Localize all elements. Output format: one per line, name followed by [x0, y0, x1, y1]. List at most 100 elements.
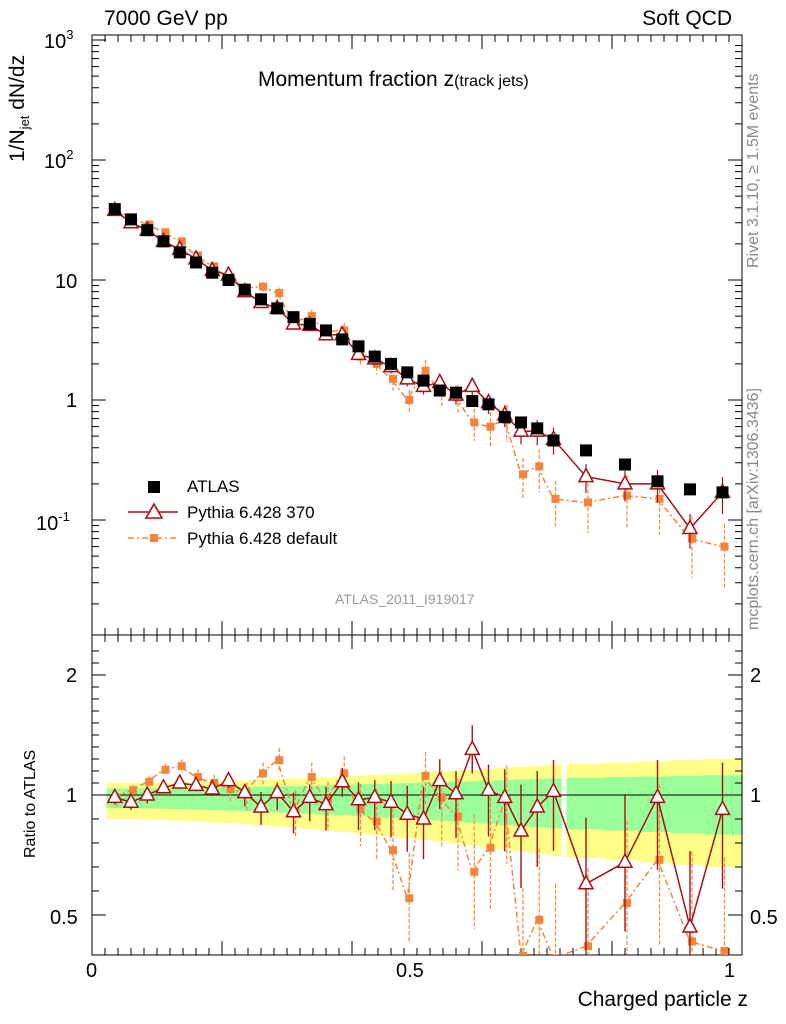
ratio-pythia-default-point	[275, 756, 284, 765]
ratio-pythia-default-point	[551, 954, 560, 955]
ratio-y-tick-label-2: 2	[66, 665, 77, 687]
ratio-band-inner	[464, 781, 481, 823]
ratio-pythia370-point	[268, 783, 286, 799]
atlas-data-point	[352, 340, 365, 353]
ratio-pythia370-point	[447, 784, 465, 800]
atlas-data-point	[401, 366, 414, 379]
ratio-pythia-default-point	[720, 947, 729, 955]
x-axis-title: Charged particle z	[577, 988, 748, 1011]
atlas-data-point	[255, 293, 267, 306]
pythia370-point	[350, 344, 367, 361]
atlas-data-point	[482, 398, 495, 411]
ratio-pythia-default-point	[307, 773, 316, 781]
pythia-default-point	[623, 491, 631, 500]
main-y-tick-label-1000: 103	[44, 27, 73, 53]
ratio-pythia370-point	[236, 783, 254, 799]
atlas-data-point	[385, 357, 397, 370]
legend-atlas-label: ATLAS	[187, 477, 240, 496]
ratio-pythia-default-point	[389, 846, 397, 855]
main-y-tick-label-1: 1	[66, 390, 77, 412]
atlas-data-point	[271, 302, 284, 315]
ratio-band-inner	[171, 787, 188, 810]
atlas-data-point	[368, 350, 381, 363]
ratio-pythia-default-point	[421, 771, 430, 780]
ratio-band-inner	[334, 784, 351, 816]
ratio-pythia-default-point	[210, 779, 219, 787]
ratio-pythia370-point	[649, 787, 666, 804]
legend-pythia-default-marker	[150, 534, 158, 542]
pythia-default-point	[389, 374, 397, 383]
pythia-default-point	[535, 462, 544, 471]
atlas-data-point	[684, 483, 696, 496]
atlas-data-point	[547, 434, 560, 447]
atlas-data-point	[531, 422, 544, 435]
ratio-y-tick-label-0.5: 0.5	[50, 907, 78, 929]
ratio-pythia370-point	[415, 809, 432, 825]
ratio-pythia370-point	[528, 797, 546, 813]
ratio-pythia-default-point	[655, 855, 664, 864]
ratio-band-inner	[220, 787, 237, 811]
pythia-default-point	[307, 312, 316, 321]
legend-pythia-default-label: Pythia 6.428 default	[187, 529, 338, 548]
ratio-pythia-default-point	[535, 915, 544, 924]
ratio-pythia370-point	[220, 771, 237, 787]
ratio-y-tick-label-1: 1	[66, 785, 77, 807]
pythia-default-point	[551, 494, 560, 503]
atlas-data-point	[320, 324, 332, 337]
ratio-pythia370-point	[496, 787, 514, 804]
ratio-pythia370-point	[463, 739, 481, 756]
legend-atlas-marker	[148, 481, 160, 493]
pythia-default-point	[720, 542, 729, 551]
ratio-pythia370-point	[106, 787, 124, 804]
atlas-data-point	[190, 256, 202, 269]
pythia370-line	[114, 209, 724, 530]
atlas-data-point	[515, 416, 527, 429]
ratio-pythia-default-point	[145, 777, 154, 786]
ratio-pythia370-point	[512, 821, 530, 837]
ratio-pythia370-point	[398, 804, 416, 820]
x-tick-label-0.5: 0.5	[396, 960, 424, 982]
ratio-pythia370-point	[350, 790, 367, 806]
ratio-pythia370-point	[317, 795, 335, 811]
ratio-pythia370-point	[301, 787, 319, 804]
ratio-pythia370-point	[187, 775, 205, 792]
ratio-pythia370-point	[431, 771, 449, 787]
ratio-pythia370-point	[480, 780, 497, 796]
ratio-pythia-default-point	[454, 812, 462, 821]
ratio-pythia370-point	[122, 792, 140, 808]
ratio-pythia-default-point	[584, 942, 592, 951]
ratio-pythia370-point	[382, 792, 400, 808]
pythia-default-point	[161, 228, 170, 237]
ratio-pythia-default-point	[519, 951, 527, 955]
pythia-default-point	[275, 288, 284, 297]
ratio-pythia-default-point	[470, 867, 479, 876]
ratio-pythia370-point	[545, 781, 562, 798]
header-right-label: Soft QCD	[642, 7, 732, 30]
ratio-pythia-default-point	[688, 937, 696, 946]
atlas-data-point	[580, 444, 592, 457]
ratio-pythia-default-point	[226, 785, 235, 793]
ratio-pythia-default-point	[405, 894, 414, 903]
atlas-data-point	[157, 235, 170, 248]
atlas-data-point	[498, 411, 511, 424]
atlas-data-point	[238, 283, 251, 296]
ratio-pythia370-point	[155, 778, 172, 794]
ratio-pythia370-point	[366, 787, 384, 804]
main-plot-frame	[91, 34, 743, 636]
atlas-data-point	[173, 246, 186, 259]
atlas-data-point	[651, 475, 664, 488]
ratio-pythia-default-point	[623, 899, 631, 907]
ratio-pythia-default-point	[372, 817, 381, 826]
atlas-data-point	[206, 266, 219, 279]
ratio-pythia-default-point	[259, 769, 267, 778]
pythia-default-point	[470, 418, 479, 427]
pythia-default-point	[655, 494, 664, 503]
pythia-default-point	[486, 422, 495, 431]
atlas-data-point	[336, 333, 349, 346]
ratio-pythia370-point	[285, 802, 302, 818]
atlas-data-point	[433, 384, 446, 397]
pythia-default-point	[259, 282, 267, 291]
pythia370-point	[463, 376, 481, 393]
x-tick-label-0: 0	[86, 960, 97, 982]
ratio-pythia370-point	[333, 772, 351, 788]
